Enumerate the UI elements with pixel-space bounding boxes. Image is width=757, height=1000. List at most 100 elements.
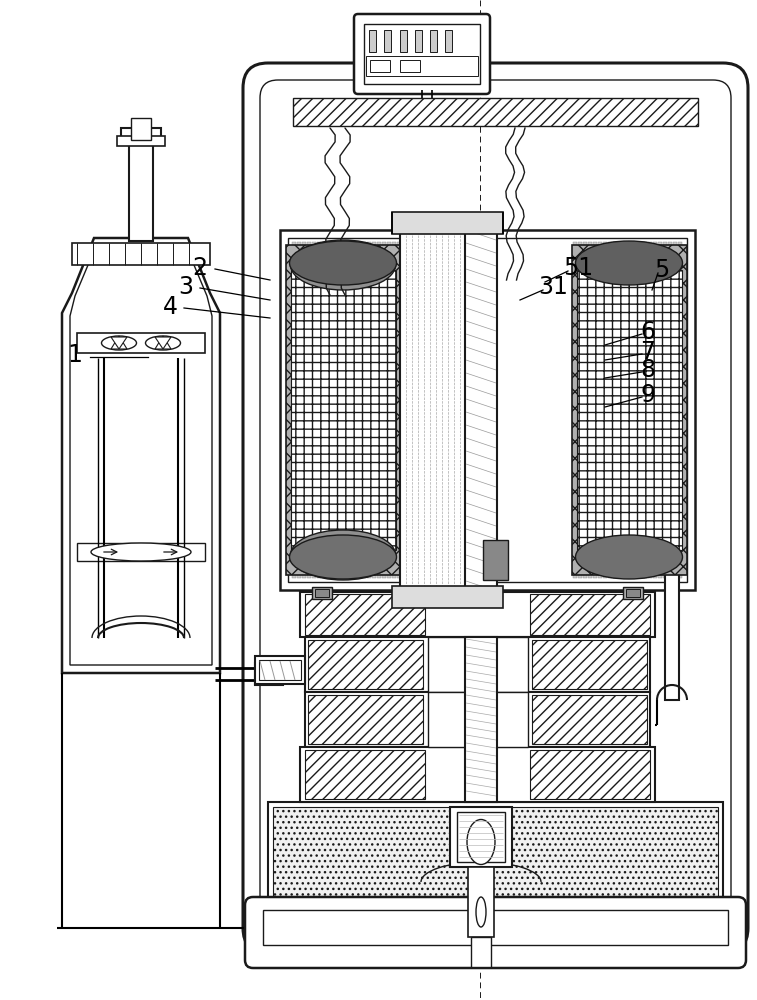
Bar (643, 242, 647, 578)
Bar (583, 242, 587, 578)
Text: 4: 4 (163, 295, 177, 319)
Bar (532, 640, 647, 689)
Bar (428, 692, 528, 747)
Bar (397, 242, 401, 578)
FancyBboxPatch shape (243, 63, 748, 953)
Bar (578, 242, 582, 578)
Ellipse shape (289, 241, 397, 285)
Bar (598, 242, 602, 578)
Bar (302, 242, 306, 578)
Bar (305, 692, 650, 747)
Bar (400, 30, 407, 52)
Bar (342, 242, 346, 578)
Bar (308, 695, 423, 744)
Bar (291, 265, 396, 555)
Bar (430, 30, 437, 52)
Ellipse shape (575, 241, 683, 285)
Text: 2: 2 (192, 256, 207, 280)
Bar (618, 242, 622, 578)
Polygon shape (155, 337, 171, 349)
Bar (337, 242, 341, 578)
Bar (468, 867, 494, 937)
Bar (280, 230, 695, 590)
Bar (305, 637, 650, 692)
Bar (364, 24, 480, 84)
Bar (317, 242, 321, 578)
Bar (370, 60, 390, 72)
Bar (608, 242, 612, 578)
Bar (72, 243, 210, 265)
Polygon shape (62, 238, 220, 673)
Bar (372, 242, 376, 578)
Ellipse shape (291, 240, 395, 290)
Bar (572, 245, 687, 575)
Bar (77, 543, 205, 561)
Bar (369, 30, 376, 52)
Bar (288, 238, 687, 582)
Bar (305, 594, 425, 635)
Bar (628, 242, 632, 578)
Bar (613, 242, 617, 578)
Bar (332, 242, 336, 578)
Text: 51: 51 (563, 256, 593, 280)
Bar (593, 242, 597, 578)
Bar (129, 133, 153, 241)
Text: 9: 9 (640, 383, 656, 407)
Bar (312, 242, 316, 578)
Bar (293, 98, 698, 126)
Bar (577, 270, 682, 550)
Bar (663, 242, 667, 578)
Bar (255, 656, 305, 684)
Bar (415, 30, 422, 52)
Bar (457, 812, 505, 862)
Bar (255, 663, 283, 685)
Bar (273, 807, 718, 903)
Bar (117, 136, 165, 146)
Bar (347, 242, 351, 578)
Bar (362, 242, 366, 578)
Bar (307, 242, 311, 578)
Bar (382, 242, 386, 578)
Bar (678, 242, 682, 578)
Bar (291, 270, 396, 550)
Bar (400, 230, 495, 590)
Bar (623, 242, 627, 578)
Bar (530, 594, 650, 635)
Bar (300, 747, 655, 802)
Bar (357, 242, 361, 578)
Bar (387, 242, 391, 578)
Bar (483, 540, 508, 580)
Bar (305, 750, 425, 799)
Bar (532, 695, 647, 744)
Bar (300, 592, 655, 637)
Bar (297, 242, 301, 578)
Bar (658, 242, 662, 578)
Polygon shape (155, 336, 171, 349)
Bar (322, 242, 326, 578)
Bar (312, 587, 332, 599)
Ellipse shape (291, 530, 395, 580)
Ellipse shape (289, 535, 397, 579)
Ellipse shape (101, 336, 136, 350)
Ellipse shape (467, 820, 495, 864)
Bar (588, 242, 592, 578)
Bar (327, 242, 331, 578)
Bar (121, 128, 161, 140)
Bar (668, 242, 672, 578)
FancyBboxPatch shape (245, 897, 746, 968)
Bar (465, 225, 497, 595)
Bar (286, 245, 401, 575)
Bar (465, 637, 497, 802)
Bar (366, 56, 478, 76)
Text: 5: 5 (654, 258, 670, 282)
Text: 1: 1 (67, 343, 83, 367)
Ellipse shape (91, 543, 191, 561)
Bar (400, 60, 420, 72)
Bar (603, 242, 607, 578)
Bar (648, 242, 652, 578)
Bar (263, 910, 728, 945)
Bar (392, 212, 503, 234)
Bar (308, 640, 423, 689)
Bar (367, 242, 371, 578)
Ellipse shape (575, 535, 683, 579)
